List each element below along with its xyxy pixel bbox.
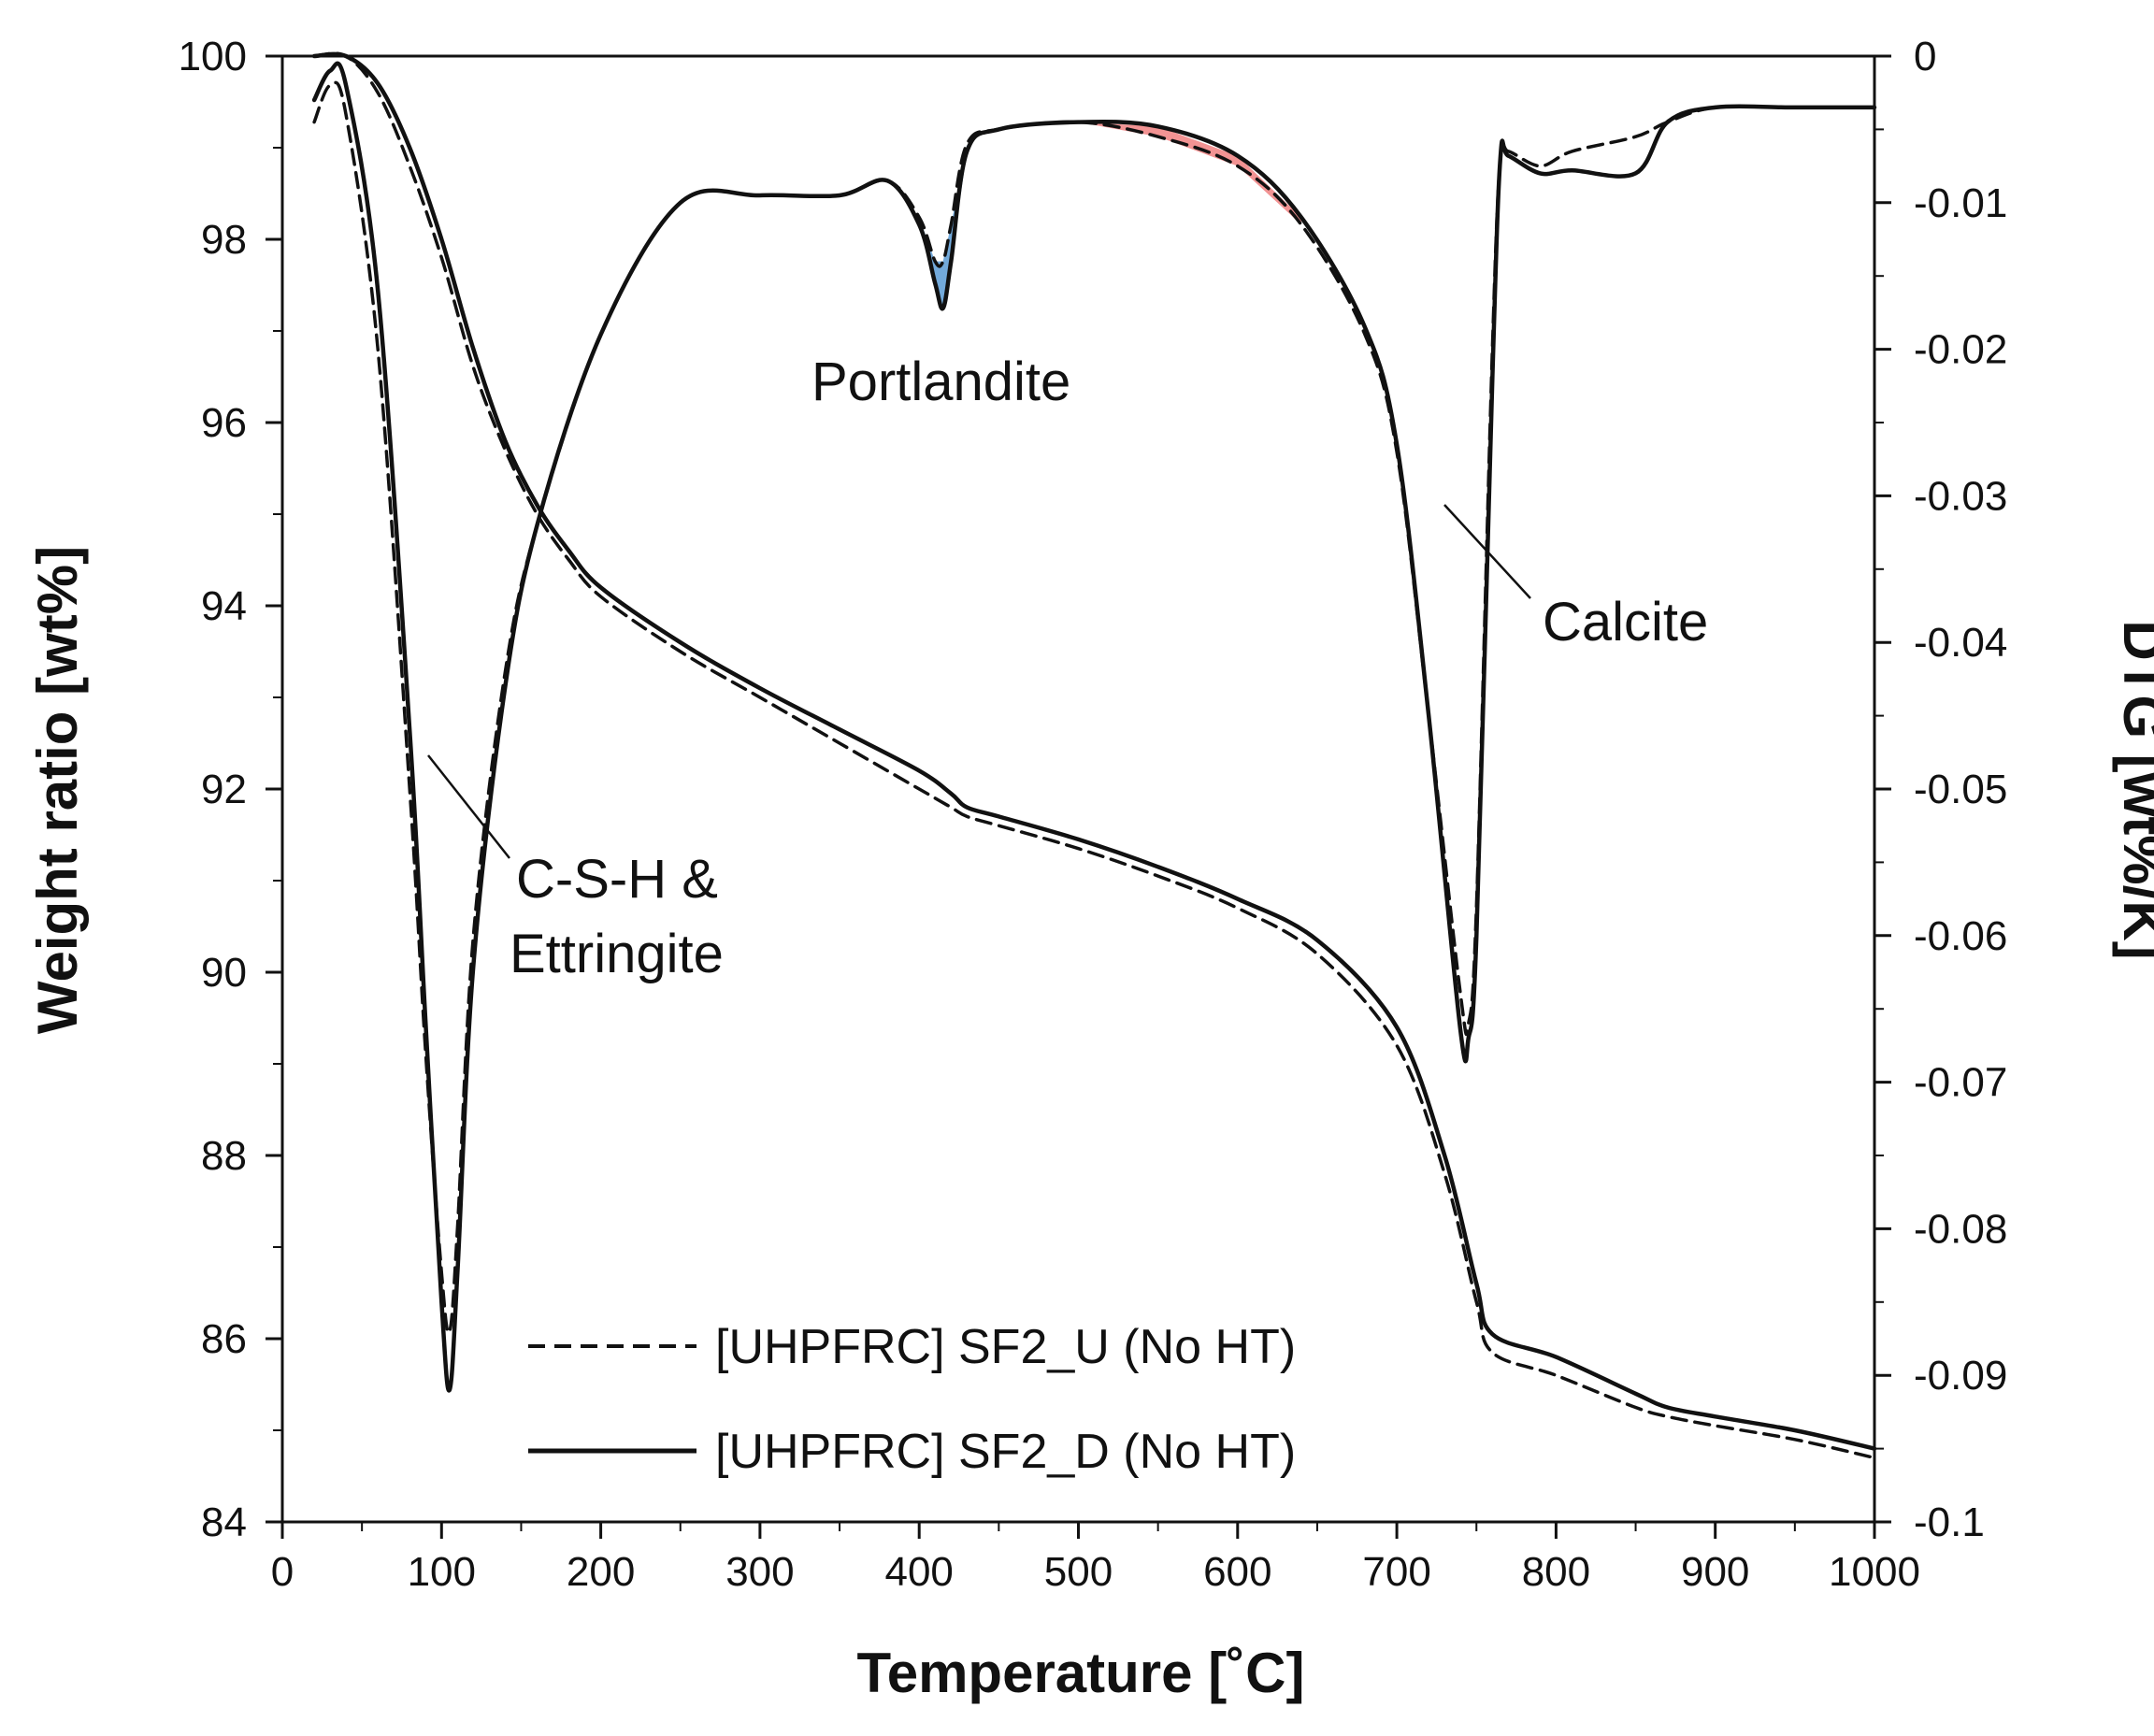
annotation-csh-line2: Ettringite: [510, 924, 724, 984]
annotation-csh-line1: C-S-H &: [516, 849, 718, 910]
legend-label-dashed: [UHPFRC] SF2_U (No HT): [715, 1320, 1296, 1374]
label-layer: 0 100 200 300 400 500 600 700 800 900 100084868890…: [179, 34, 2008, 1595]
highlight-layer: [919, 122, 1301, 308]
x-axis-title: Temperature [˚C]: [857, 1642, 1305, 1704]
y-right-tick-label: -0.02: [1914, 327, 2007, 373]
y-right-tick-label: -0.05: [1914, 767, 2007, 812]
y-left-tick-label: 86: [201, 1316, 247, 1362]
y-right-tick-label: -0.1: [1914, 1499, 1985, 1545]
annotation-calcite: Calcite: [1443, 504, 1708, 653]
annotation-csh: C-S-H & Ettringite: [427, 754, 724, 984]
x-tick-label: 0: [271, 1549, 294, 1595]
annotation-calcite-leader: [1443, 504, 1531, 599]
y-right-tick-label: -0.03: [1914, 473, 2007, 519]
carbonate-highlight: [1078, 122, 1301, 225]
x-tick-label: 200: [567, 1549, 635, 1595]
y-left-tick-label: 100: [179, 34, 247, 79]
series-layer: [311, 51, 1877, 1460]
y-right-tick-label: -0.08: [1914, 1206, 2007, 1252]
x-tick-label: 1000: [1829, 1549, 1920, 1595]
x-tick-label: 800: [1522, 1549, 1590, 1595]
x-tick-label: 500: [1044, 1549, 1113, 1595]
y-right-tick-label: -0.07: [1914, 1060, 2007, 1106]
plot-frame: [280, 54, 1876, 1524]
y-left-tick-label: 98: [201, 217, 247, 263]
y-right-tick-label: -0.04: [1914, 620, 2007, 666]
x-tick-label: 100: [408, 1549, 476, 1595]
y-right-tick-label: -0.01: [1914, 180, 2007, 226]
axes-layer: [266, 54, 1891, 1539]
x-tick-label: 600: [1203, 1549, 1271, 1595]
x-tick-label: 700: [1362, 1549, 1430, 1595]
y-left-tick-label: 88: [201, 1133, 247, 1179]
y-left-tick-label: 96: [201, 400, 247, 446]
annotation-portlandite: Portlandite: [811, 352, 1070, 412]
series-tg-solid-line: [311, 51, 1877, 1451]
y-left-tick-label: 92: [201, 767, 247, 812]
series-dtg-solid-line: [311, 61, 1877, 1393]
y-right-tick-label: -0.09: [1914, 1353, 2007, 1399]
y-left-tick-label: 94: [201, 583, 247, 629]
annotation-calcite: Calcite: [1543, 592, 1708, 653]
right-axis-title: DTG [wt%/K]: [2112, 620, 2154, 959]
y-left-tick-label: 84: [201, 1499, 247, 1545]
annotation-csh-leader: [427, 754, 510, 859]
left-axis-title: Weight ratio [wt%]: [26, 546, 89, 1034]
y-left-tick-label: 90: [201, 950, 247, 996]
x-tick-label: 900: [1681, 1549, 1749, 1595]
legend-label-solid: [UHPFRC] SF2_D (No HT): [715, 1425, 1296, 1479]
y-right-tick-label: 0: [1914, 34, 1936, 79]
legend: [UHPFRC] SF2_U (No HT) [UHPFRC] SF2_D (N…: [528, 1320, 1296, 1479]
series-tg-dashed-line: [312, 51, 1876, 1460]
x-tick-label: 300: [725, 1549, 794, 1595]
x-tick-label: 400: [884, 1549, 953, 1595]
y-right-tick-label: -0.06: [1914, 913, 2007, 959]
portlandite-highlight: [919, 144, 968, 308]
series-dtg-dashed-line: [312, 80, 1876, 1335]
